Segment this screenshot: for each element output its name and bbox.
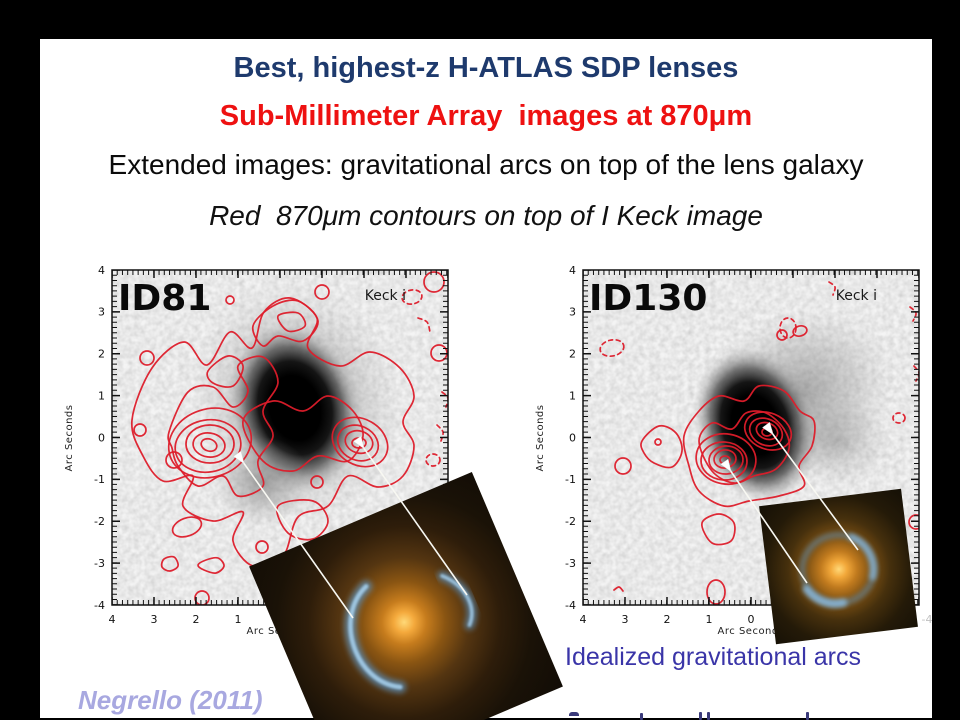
xtick-label: 0 [748, 613, 755, 626]
ytick-label: 0 [569, 431, 576, 444]
xtick-label: 2 [664, 613, 671, 626]
xtick-label: 4 [109, 613, 116, 626]
ytick-label: 1 [569, 389, 576, 402]
ytick-label: -4 [565, 599, 576, 612]
panel-id81-label: ID81 [118, 278, 211, 319]
ytick-label: 2 [98, 348, 105, 361]
panel-id130-xlabel: Arc Seconds [718, 626, 785, 637]
idealized-ring-drawing [799, 531, 878, 608]
credit-text: Negrello (2011) [78, 685, 263, 715]
xtick-label: 4 [580, 613, 587, 626]
panel-id130-label: ID130 [589, 278, 707, 319]
xtick-label: 3 [151, 613, 158, 626]
panel-id130-ylabel: Arc Seconds [535, 405, 546, 472]
xtick-label: 2 [193, 613, 200, 626]
slide-line3: Extended images: gravitational arcs on t… [108, 149, 864, 180]
ytick-label: 3 [569, 306, 576, 319]
ytick-label: -3 [565, 557, 576, 570]
xtick-label: 1 [706, 613, 713, 626]
panel-id130-instrument-label: Keck i [836, 288, 877, 304]
ytick-label: -3 [94, 557, 105, 570]
xtick-label: 3 [622, 613, 629, 626]
inset-caption: Idealized gravitational arcs [565, 643, 861, 671]
inset-id130-idealized-ring [759, 488, 918, 645]
xtick-label: 1 [235, 613, 242, 626]
ytick-label: 2 [569, 348, 576, 361]
ytick-label: -1 [565, 473, 576, 486]
ytick-label: 3 [98, 306, 105, 319]
slide-line4: Red 870μm contours on top of I Keck imag… [209, 200, 763, 231]
ytick-label: 4 [98, 264, 105, 277]
ytick-label: 4 [569, 264, 576, 277]
ytick-label: 0 [98, 431, 105, 444]
panel-id81-instrument-label: Keck i [365, 288, 406, 304]
panel-id81-ylabel: Arc Seconds [64, 405, 75, 472]
slide-title: Best, highest-z H-ATLAS SDP lenses [233, 52, 739, 84]
ytick-label: -4 [94, 599, 105, 612]
blue-arc-left [344, 580, 407, 694]
ytick-label: 1 [98, 389, 105, 402]
ytick-label: -2 [94, 515, 105, 528]
ytick-label: -1 [94, 473, 105, 486]
slide-subtitle: Sub-Millimeter Array images at 870μm [219, 100, 753, 132]
xtick-label: -4 [922, 613, 933, 626]
ytick-label: -2 [565, 515, 576, 528]
